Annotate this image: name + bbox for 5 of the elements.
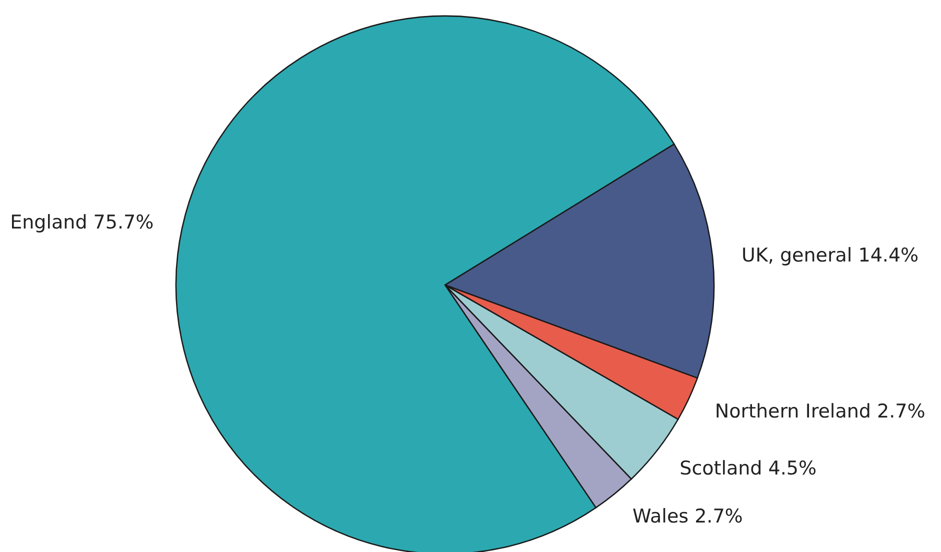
slice-label: UK, general 14.4% bbox=[742, 244, 919, 267]
slice-label: Northern Ireland 2.7% bbox=[714, 400, 926, 422]
slice-label: Wales 2.7% bbox=[632, 506, 743, 528]
slice-label: England 75.7% bbox=[10, 211, 154, 234]
slice-label: Scotland 4.5% bbox=[680, 458, 817, 480]
